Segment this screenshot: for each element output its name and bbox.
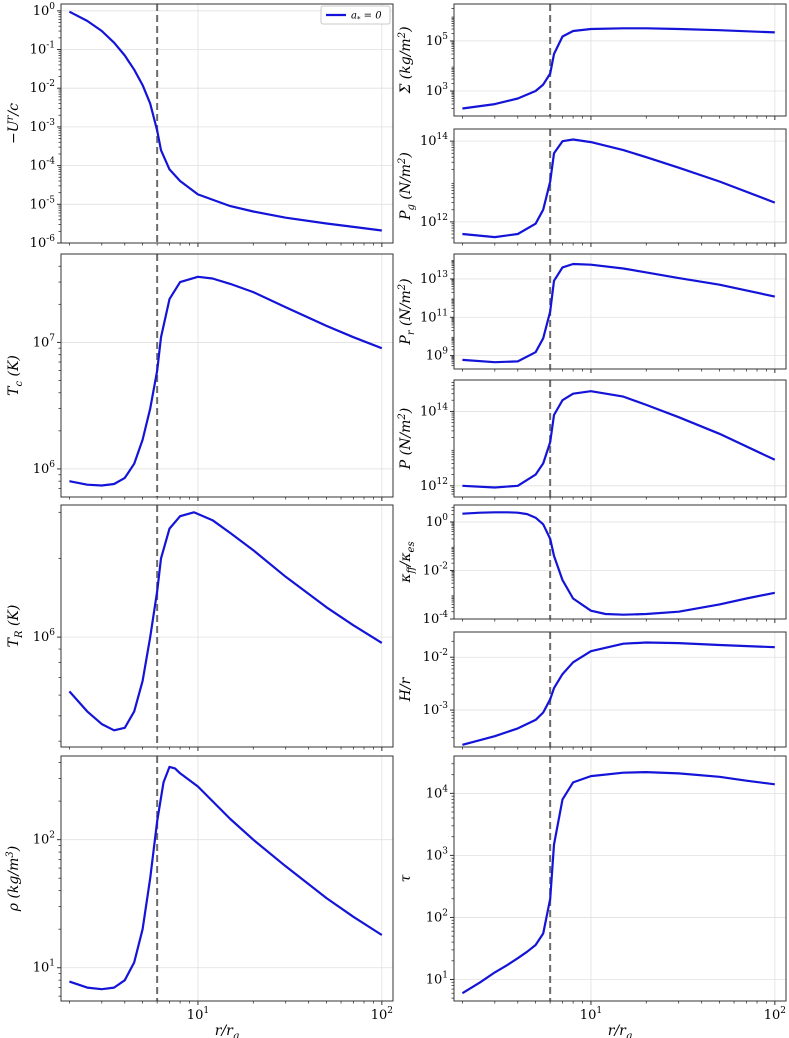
axes-frame xyxy=(60,253,394,498)
y-tick-label: 109 xyxy=(426,347,449,364)
series-line-hr xyxy=(462,641,775,746)
y-tick-label: 1013 xyxy=(420,270,448,287)
grid xyxy=(454,505,786,620)
y-axis-label: Pr​ (N/m2​) xyxy=(397,278,417,345)
y-tick-label: 1012 xyxy=(420,213,448,230)
panel-kappa: 10-4 10-2 100 κff​/κes​ xyxy=(398,504,787,627)
y-axis-label: Σ (kg/m2​) xyxy=(397,26,414,94)
x-tick-label: 101 xyxy=(580,1006,602,1023)
legend-entry: a* = 0 xyxy=(351,11,382,24)
panel-tr: 106 TR​ (K) xyxy=(6,504,394,751)
grid xyxy=(454,632,786,747)
axes-frame xyxy=(453,379,787,498)
y-axis-label: Pg​ (N/m2​) xyxy=(397,152,417,221)
x-tick-label: 102 xyxy=(764,1006,786,1023)
y-tick-label: 100 xyxy=(426,513,449,530)
panel-tau: 101 102 103 104 τ 101 102 r/rg​ xyxy=(398,755,787,1038)
panel-sigma: 103 105 Σ (kg/m2​) xyxy=(397,3,787,120)
x-axis-label: r/rg​ xyxy=(215,1023,240,1038)
series-line-tau xyxy=(461,771,775,995)
y-tick-label: 102 xyxy=(426,908,448,925)
grid xyxy=(454,756,786,1001)
axes-frame xyxy=(453,3,787,117)
series-line-tr xyxy=(68,511,383,732)
y-tick-label: 103 xyxy=(426,82,449,99)
y-tick-label: 10-5 xyxy=(30,195,56,212)
grid xyxy=(454,4,786,116)
y-tick-label: 10-2 xyxy=(423,561,448,578)
panel-hr: 10-3 10-2 H/r xyxy=(398,631,787,751)
grid xyxy=(61,254,393,497)
y-tick-label: 1012 xyxy=(420,477,448,494)
series-line-p xyxy=(462,390,776,489)
y-axis-label: Tc​ (K) xyxy=(6,355,25,396)
y-tick-label: 103 xyxy=(426,846,449,863)
y-tick-label: 102 xyxy=(33,831,55,848)
y-tick-label: 10-2 xyxy=(30,79,55,96)
grid xyxy=(61,505,393,747)
y-axis-label: P (N/m2​) xyxy=(397,408,414,470)
y-tick-label: 107 xyxy=(33,333,56,350)
y-tick-label: 10-1 xyxy=(30,41,55,58)
grid xyxy=(454,129,786,243)
panel-tc: 106 107 Tc​ (K) xyxy=(6,253,394,501)
axes-frame xyxy=(60,755,394,1002)
y-tick-label: 1011 xyxy=(420,308,448,325)
grid xyxy=(454,254,786,369)
grid xyxy=(454,380,786,497)
axes-frame xyxy=(60,3,394,244)
series-line-rho xyxy=(69,765,383,991)
x-tick-label: 101 xyxy=(187,1006,209,1023)
y-tick-label: 104 xyxy=(426,784,449,801)
axes-frame xyxy=(453,504,787,620)
y-tick-label: 105 xyxy=(426,32,449,49)
y-tick-label: 10-3 xyxy=(423,701,449,718)
series-line-sigma xyxy=(462,27,775,110)
y-tick-label: 106 xyxy=(33,628,56,645)
legend: a* = 0 xyxy=(320,5,391,25)
y-tick-label: 106 xyxy=(33,460,56,477)
y-axis-label: τ xyxy=(398,874,414,882)
axes-frame xyxy=(453,755,787,1002)
y-tick-label: 1014 xyxy=(420,402,448,419)
y-axis-label: κff​/κes​ xyxy=(398,541,417,583)
series-line-pg xyxy=(462,138,776,239)
panel-ur: 10-6 10-5 10-4 10-3 10-2 10-1 100 −Ur​/c a* = 0 xyxy=(5,2,394,251)
y-tick-label: 1014 xyxy=(420,132,448,149)
y-tick-label: 101 xyxy=(33,959,55,976)
y-tick-label: 10-3 xyxy=(30,118,56,135)
x-tick-label: 102 xyxy=(371,1006,393,1023)
axes-frame xyxy=(453,631,787,748)
y-tick-label: 100 xyxy=(33,2,56,19)
y-axis-label: −Ur​/c xyxy=(5,103,22,144)
series-line-pr xyxy=(462,262,776,364)
series-line-kappa xyxy=(462,511,776,616)
y-tick-label: 10-2 xyxy=(423,648,448,665)
axes-frame xyxy=(60,504,394,748)
y-axis-label: H/r xyxy=(398,676,414,702)
axes-frame xyxy=(453,128,787,244)
series-line-ur xyxy=(68,10,382,232)
y-axis-label: TR​ (K) xyxy=(6,605,25,648)
series-line-tc xyxy=(69,275,383,487)
y-tick-label: 101 xyxy=(426,970,448,987)
axes-frame xyxy=(453,253,787,370)
panel-p: 1012 1014 P (N/m2​) xyxy=(397,379,787,501)
y-axis-label: ρ (kg/m3​) xyxy=(5,846,22,912)
x-axis-label: r/rg​ xyxy=(608,1023,633,1038)
y-tick-label: 10-4 xyxy=(30,157,56,174)
y-tick-label: 10-4 xyxy=(423,610,449,627)
y-tick-label: 10-6 xyxy=(30,234,56,251)
grid xyxy=(61,756,393,1001)
panel-rho: 101 102 ρ (kg/m3​) 101 102 r/rg​ xyxy=(5,755,394,1038)
